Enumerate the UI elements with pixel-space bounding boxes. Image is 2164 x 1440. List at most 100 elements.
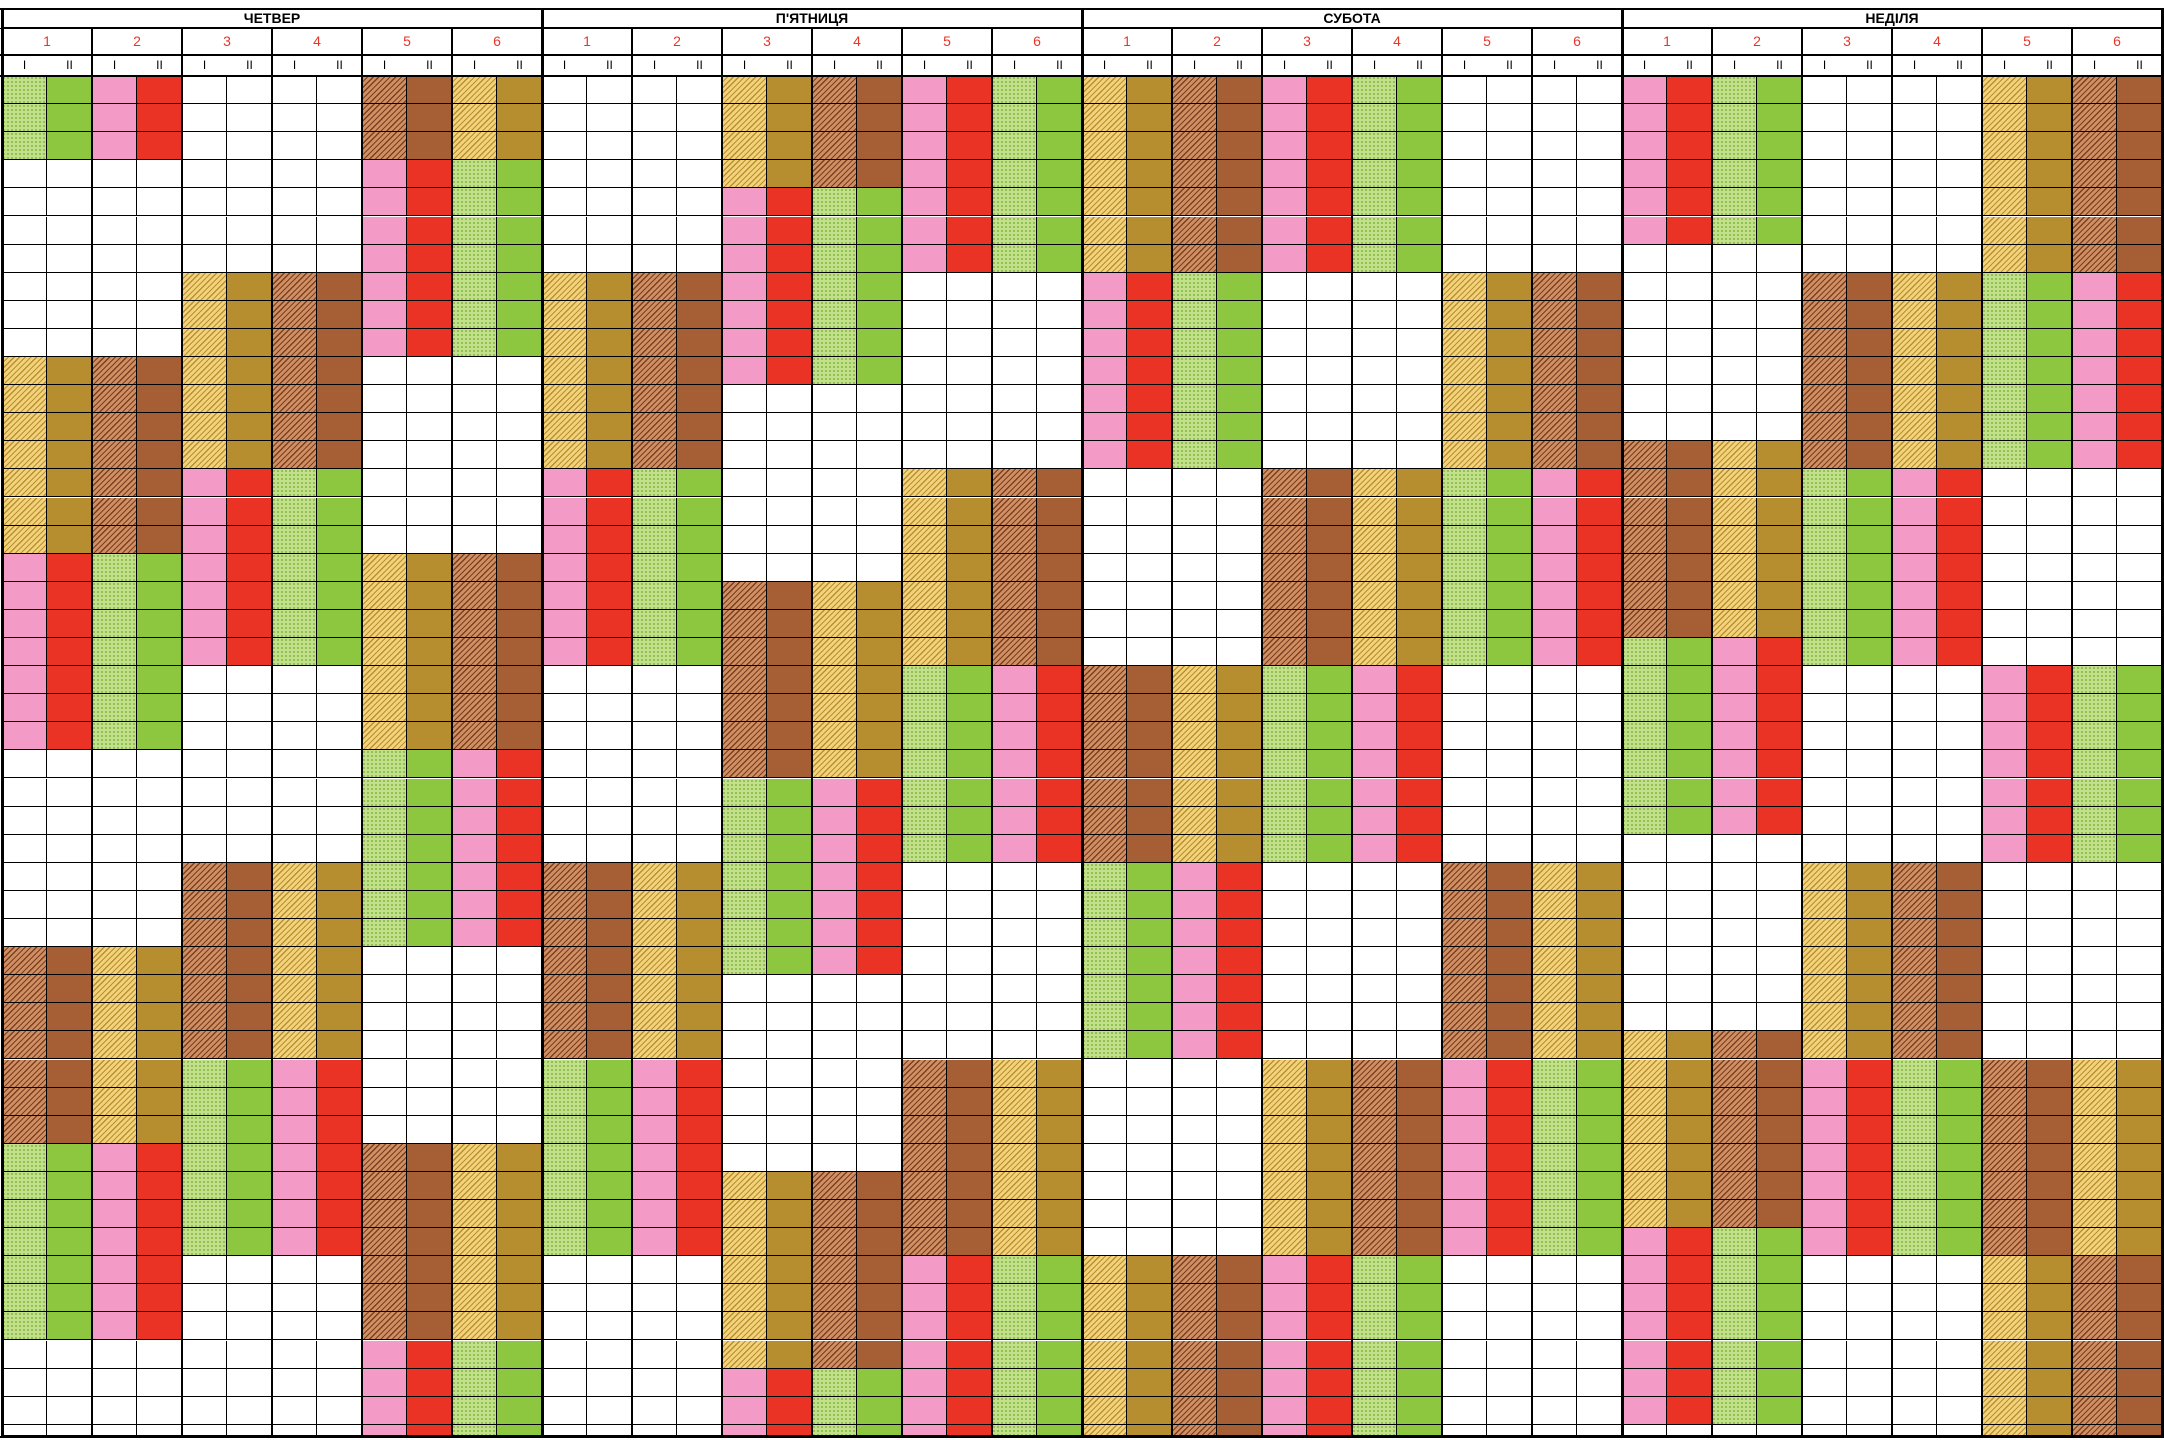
schedule-cell[interactable] xyxy=(1982,216,2027,245)
schedule-cell[interactable] xyxy=(1532,806,1577,835)
schedule-cell[interactable] xyxy=(587,385,632,414)
schedule-cell[interactable] xyxy=(1712,666,1757,695)
schedule-cell[interactable] xyxy=(677,1424,722,1436)
schedule-cell[interactable] xyxy=(452,357,497,386)
schedule-cell[interactable] xyxy=(1802,1003,1847,1032)
schedule-cell[interactable] xyxy=(677,722,722,751)
schedule-cell[interactable] xyxy=(992,1284,1037,1313)
schedule-cell[interactable] xyxy=(1712,975,1757,1004)
schedule-cell[interactable] xyxy=(587,357,632,386)
schedule-cell[interactable] xyxy=(902,1200,947,1229)
schedule-cell[interactable] xyxy=(812,666,857,695)
schedule-cell[interactable] xyxy=(767,638,812,667)
schedule-cell[interactable] xyxy=(857,1256,902,1285)
schedule-cell[interactable] xyxy=(2,694,47,723)
schedule-cell[interactable] xyxy=(407,919,452,948)
schedule-cell[interactable] xyxy=(1532,581,1577,610)
schedule-cell[interactable] xyxy=(317,160,362,189)
schedule-cell[interactable] xyxy=(947,1031,992,1060)
schedule-cell[interactable] xyxy=(1397,1396,1442,1425)
schedule-cell[interactable] xyxy=(47,413,92,442)
schedule-cell[interactable] xyxy=(1712,553,1757,582)
schedule-cell[interactable] xyxy=(1037,722,1082,751)
schedule-cell[interactable] xyxy=(1262,1340,1307,1369)
schedule-cell[interactable] xyxy=(2117,1312,2162,1341)
schedule-cell[interactable] xyxy=(1442,1256,1487,1285)
schedule-cell[interactable] xyxy=(1397,1256,1442,1285)
schedule-cell[interactable] xyxy=(767,413,812,442)
schedule-cell[interactable] xyxy=(497,609,542,638)
schedule-cell[interactable] xyxy=(1667,778,1712,807)
schedule-cell[interactable] xyxy=(1577,609,1622,638)
schedule-cell[interactable] xyxy=(857,722,902,751)
schedule-cell[interactable] xyxy=(812,385,857,414)
schedule-cell[interactable] xyxy=(1307,638,1352,667)
schedule-cell[interactable] xyxy=(1217,328,1262,357)
schedule-cell[interactable] xyxy=(587,666,632,695)
schedule-cell[interactable] xyxy=(272,722,317,751)
schedule-cell[interactable] xyxy=(1487,441,1532,470)
schedule-cell[interactable] xyxy=(1577,104,1622,133)
schedule-cell[interactable] xyxy=(1937,1396,1982,1425)
schedule-cell[interactable] xyxy=(767,1228,812,1257)
schedule-cell[interactable] xyxy=(1217,244,1262,273)
schedule-cell[interactable] xyxy=(1757,188,1802,217)
schedule-cell[interactable] xyxy=(1757,497,1802,526)
schedule-cell[interactable] xyxy=(1892,300,1937,329)
schedule-cell[interactable] xyxy=(407,806,452,835)
schedule-cell[interactable] xyxy=(947,216,992,245)
schedule-cell[interactable] xyxy=(1937,553,1982,582)
schedule-cell[interactable] xyxy=(587,1115,632,1144)
schedule-cell[interactable] xyxy=(1712,357,1757,386)
schedule-cell[interactable] xyxy=(632,1312,677,1341)
schedule-cell[interactable] xyxy=(1307,975,1352,1004)
schedule-cell[interactable] xyxy=(992,1200,1037,1229)
schedule-cell[interactable] xyxy=(182,919,227,948)
schedule-cell[interactable] xyxy=(1982,357,2027,386)
schedule-cell[interactable] xyxy=(1622,750,1667,779)
schedule-cell[interactable] xyxy=(452,272,497,301)
schedule-cell[interactable] xyxy=(1352,1003,1397,1032)
schedule-cell[interactable] xyxy=(1262,188,1307,217)
schedule-cell[interactable] xyxy=(677,750,722,779)
schedule-cell[interactable] xyxy=(362,1143,407,1172)
schedule-cell[interactable] xyxy=(1487,1368,1532,1397)
schedule-cell[interactable] xyxy=(362,609,407,638)
schedule-cell[interactable] xyxy=(47,104,92,133)
schedule-cell[interactable] xyxy=(92,188,137,217)
schedule-cell[interactable] xyxy=(2,160,47,189)
schedule-cell[interactable] xyxy=(722,1087,767,1116)
schedule-cell[interactable] xyxy=(1532,722,1577,751)
schedule-cell[interactable] xyxy=(947,581,992,610)
schedule-cell[interactable] xyxy=(1622,553,1667,582)
schedule-cell[interactable] xyxy=(1577,272,1622,301)
schedule-cell[interactable] xyxy=(947,385,992,414)
schedule-cell[interactable] xyxy=(272,1424,317,1436)
schedule-cell[interactable] xyxy=(1307,1396,1352,1425)
schedule-cell[interactable] xyxy=(497,694,542,723)
schedule-cell[interactable] xyxy=(722,413,767,442)
schedule-cell[interactable] xyxy=(677,1200,722,1229)
schedule-cell[interactable] xyxy=(1172,413,1217,442)
schedule-cell[interactable] xyxy=(812,1200,857,1229)
schedule-cell[interactable] xyxy=(722,919,767,948)
schedule-cell[interactable] xyxy=(272,750,317,779)
schedule-cell[interactable] xyxy=(1757,413,1802,442)
schedule-cell[interactable] xyxy=(2,300,47,329)
schedule-cell[interactable] xyxy=(1442,581,1487,610)
schedule-cell[interactable] xyxy=(632,469,677,498)
schedule-cell[interactable] xyxy=(722,1396,767,1425)
schedule-cell[interactable] xyxy=(677,919,722,948)
schedule-cell[interactable] xyxy=(1532,188,1577,217)
schedule-cell[interactable] xyxy=(1127,385,1172,414)
schedule-cell[interactable] xyxy=(632,975,677,1004)
schedule-cell[interactable] xyxy=(1532,1396,1577,1425)
schedule-cell[interactable] xyxy=(92,1256,137,1285)
schedule-cell[interactable] xyxy=(1532,750,1577,779)
schedule-cell[interactable] xyxy=(1217,413,1262,442)
schedule-cell[interactable] xyxy=(1487,469,1532,498)
schedule-cell[interactable] xyxy=(2072,947,2117,976)
schedule-cell[interactable] xyxy=(1532,919,1577,948)
schedule-cell[interactable] xyxy=(2,1256,47,1285)
schedule-cell[interactable] xyxy=(182,666,227,695)
